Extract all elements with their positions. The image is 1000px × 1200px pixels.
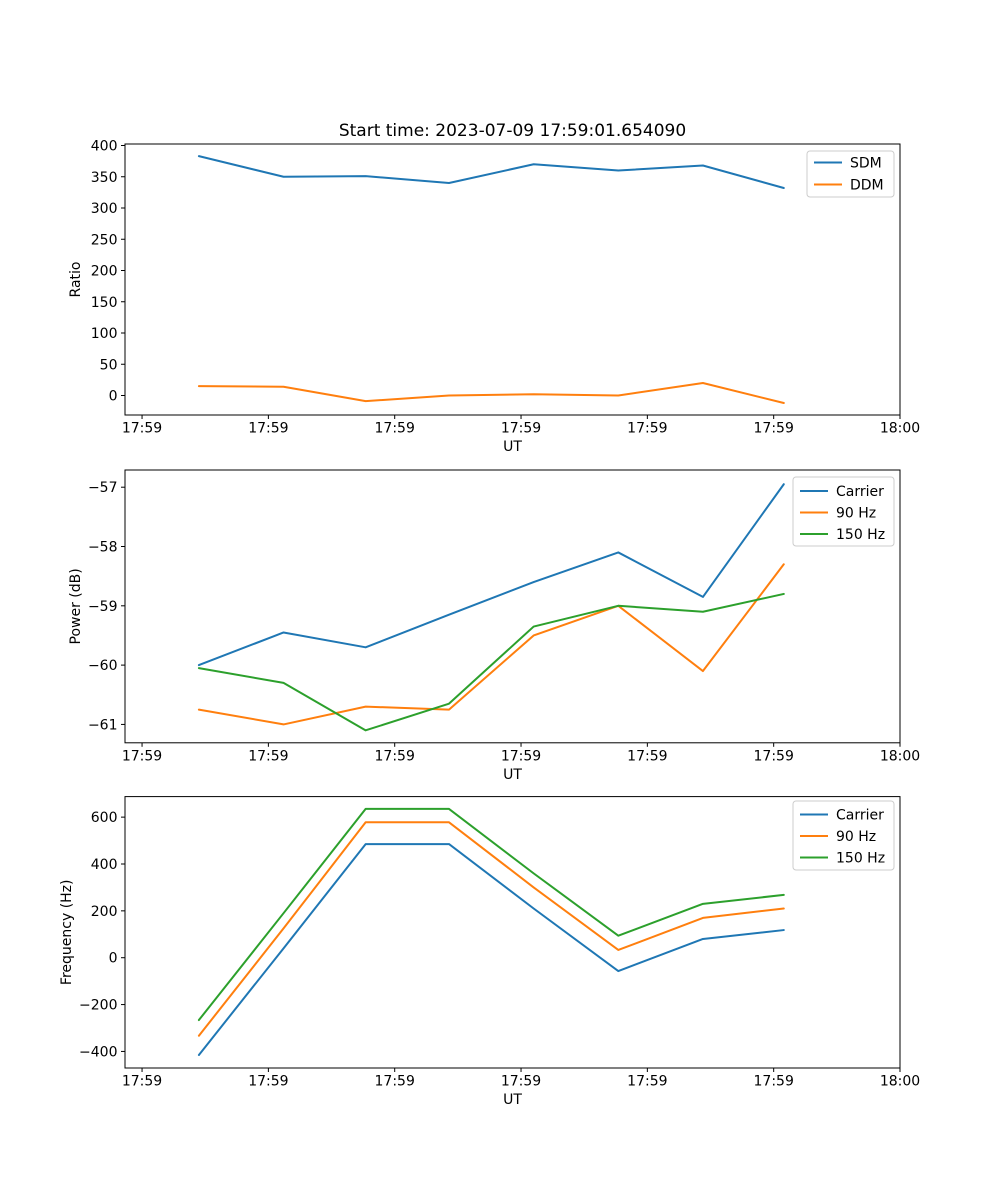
legend-label: Carrier [836, 808, 884, 824]
x-tick-label: 17:59 [501, 1074, 541, 1090]
y-tick-label: 200 [91, 264, 118, 280]
x-tick-label: 17:59 [501, 421, 541, 437]
150-hz-line [197, 592, 785, 732]
legend-label: DDM [850, 178, 884, 194]
legend-label: 150 Hz [836, 527, 885, 543]
figure-title: Start time: 2023-07-09 17:59:01.654090 [339, 121, 686, 141]
y-tick-label: −200 [79, 998, 117, 1014]
frequency-chart: 17:59 17:59 17:59 17:59 17:59 17:59 18:00 600 40… [59, 796, 920, 1108]
x-tick-label: 17:59 [754, 1074, 794, 1090]
ratio-chart: 17:59 17:59 17:59 17:59 17:59 17:59 18:00 0 50 10… [68, 139, 920, 456]
x-tick-label: 18:00 [880, 421, 920, 437]
150-hz-line [197, 807, 785, 1022]
x-axis-label: UT [503, 439, 522, 455]
y-tick-label: 50 [100, 357, 118, 373]
legend-label: 90 Hz [836, 506, 876, 522]
x-tick-label: 17:59 [627, 421, 667, 437]
y-axis-label: Power (dB) [68, 568, 84, 644]
y-tick-label: −57 [88, 480, 118, 496]
90-hz-line [197, 821, 785, 1037]
plot-border [124, 143, 901, 416]
legend-box [792, 476, 895, 547]
x-tick-label: 17:59 [248, 421, 288, 437]
y-tick-label: 350 [91, 170, 118, 186]
y-tick-label: 300 [91, 201, 118, 217]
y-tick-label: −59 [88, 599, 118, 615]
y-tick-label: 250 [91, 232, 118, 248]
sdm-line [197, 155, 785, 189]
plot-border [124, 796, 901, 1069]
y-axis-label: Frequency (Hz) [59, 880, 75, 986]
x-tick-label: 17:59 [375, 421, 415, 437]
x-tick-label: 17:59 [501, 748, 541, 764]
90-hz-line [197, 563, 785, 726]
x-tick-label: 17:59 [627, 1074, 667, 1090]
legend-label: 90 Hz [836, 829, 876, 845]
y-tick-label: 600 [91, 810, 118, 826]
x-tick-label: 17:59 [754, 421, 794, 437]
plot-border [124, 469, 901, 744]
x-tick-label: 17:59 [754, 748, 794, 764]
x-tick-label: 18:00 [880, 748, 920, 764]
x-tick-label: 17:59 [122, 1074, 162, 1090]
y-tick-label: 0 [109, 389, 118, 405]
legend-box [792, 800, 895, 871]
carrier-line [197, 843, 785, 1056]
legend: Carrier 90 Hz 150 Hz [792, 800, 895, 871]
x-axis-label: UT [503, 1092, 522, 1108]
y-tick-label: 400 [91, 857, 118, 873]
legend: Carrier 90 Hz 150 Hz [792, 476, 895, 547]
y-tick-label: −61 [88, 717, 118, 733]
x-tick-label: 17:59 [375, 1074, 415, 1090]
y-tick-label: −58 [88, 540, 118, 556]
y-tick-label: 100 [91, 326, 118, 342]
y-tick-label: −400 [79, 1044, 117, 1060]
power-chart: 17:59 17:59 17:59 17:59 17:59 17:59 18:00 −57 −5… [68, 469, 920, 783]
legend-label: Carrier [836, 484, 884, 500]
carrier-line [197, 483, 785, 667]
y-axis-label: Ratio [68, 262, 84, 298]
x-tick-label: 17:59 [122, 748, 162, 764]
ddm-line [197, 382, 785, 404]
y-tick-label: 0 [109, 951, 118, 967]
x-tick-label: 17:59 [248, 1074, 288, 1090]
y-tick-label: −60 [88, 658, 118, 674]
legend: SDM DDM [806, 150, 895, 198]
x-tick-label: 17:59 [122, 421, 162, 437]
x-tick-label: 17:59 [375, 748, 415, 764]
x-tick-label: 17:59 [627, 748, 667, 764]
y-tick-label: 150 [91, 295, 118, 311]
y-tick-label: 200 [91, 904, 118, 920]
y-tick-label: 400 [91, 139, 118, 155]
legend-label: SDM [850, 156, 882, 172]
x-axis-label: UT [503, 767, 522, 783]
x-tick-label: 17:59 [248, 748, 288, 764]
x-tick-label: 18:00 [880, 1074, 920, 1090]
legend-label: 150 Hz [836, 851, 885, 867]
charts-root: 17:59 17:59 17:59 17:59 17:59 17:59 18:00 0 50 10… [59, 139, 920, 1109]
